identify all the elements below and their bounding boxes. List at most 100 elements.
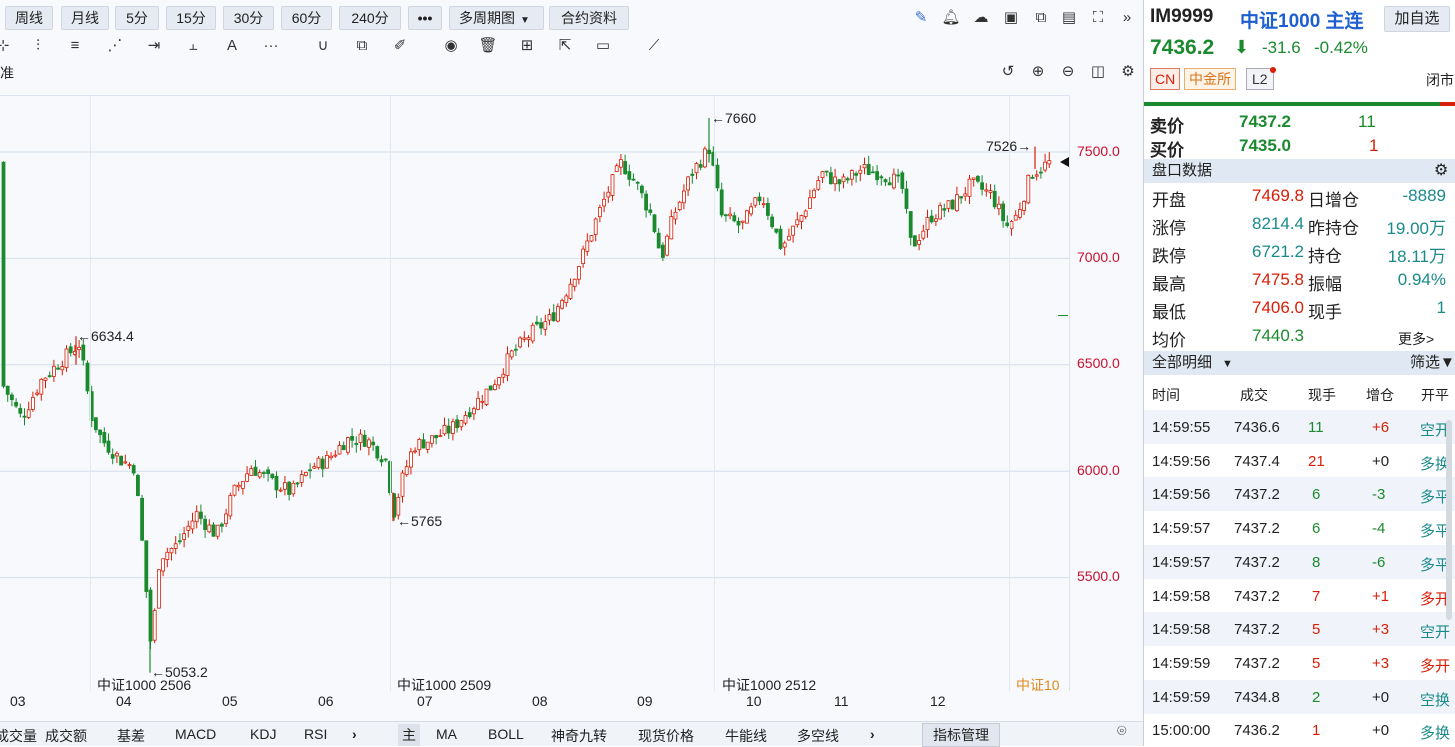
- add-favorite-button[interactable]: 加自选: [1384, 6, 1450, 32]
- chevron-right-icon[interactable]: ›: [352, 726, 357, 742]
- cell-direction: 空开: [1420, 422, 1451, 439]
- camera-icon[interactable]: ▣: [1003, 9, 1019, 26]
- tab-rsi[interactable]: RSI: [304, 726, 328, 742]
- tab-td9[interactable]: 神奇九转: [551, 728, 607, 744]
- period-weekly-button[interactable]: 周线: [5, 6, 53, 30]
- period-60min-button[interactable]: 60分: [281, 6, 332, 30]
- scrollbar[interactable]: [1446, 420, 1452, 620]
- contract-separator: [90, 95, 91, 691]
- candle-body: [308, 469, 313, 472]
- period-monthly-button[interactable]: 月线: [61, 6, 109, 30]
- eraser-icon[interactable]: ✐: [393, 37, 407, 54]
- candle-body: [950, 199, 955, 210]
- period-240min-button[interactable]: 240分: [339, 6, 401, 30]
- zoom-in-icon[interactable]: ⊕: [1031, 63, 1045, 80]
- undo-icon[interactable]: ↺: [1001, 63, 1015, 80]
- chart-area[interactable]: 周线 月线 5分 15分 30分 60分 240分 ••• 多周期图 ▼ 合约资料…: [0, 0, 1143, 747]
- candle-body: [795, 219, 800, 226]
- stat-value: -8889: [1402, 186, 1446, 205]
- tab-main[interactable]: 主: [398, 724, 420, 746]
- candle-body: [644, 193, 648, 211]
- grid-icon[interactable]: ⊞: [520, 37, 534, 54]
- period-30min-button[interactable]: 30分: [223, 6, 274, 30]
- candle-body: [98, 429, 102, 436]
- period-5min-button[interactable]: 5分: [115, 6, 159, 30]
- indicator-bars-icon[interactable]: ⫶: [36, 37, 40, 54]
- monitor-icon[interactable]: ▤: [1061, 9, 1077, 26]
- stat-label: 涨停: [1152, 219, 1186, 238]
- tab-volume[interactable]: 成交量: [0, 728, 37, 744]
- x-tick: 05: [222, 693, 238, 709]
- candle-body: [455, 419, 460, 428]
- text-tool-icon[interactable]: A: [226, 37, 237, 54]
- tab-spot-price[interactable]: 现货价格: [638, 728, 694, 744]
- tab-turnover[interactable]: 成交额: [45, 728, 87, 744]
- horizontal-lines-icon[interactable]: ≡: [70, 37, 80, 54]
- layout-icon[interactable]: ◫: [1090, 63, 1106, 80]
- period-15min-button[interactable]: 15分: [166, 6, 216, 30]
- magnet-icon[interactable]: ∪: [317, 37, 329, 54]
- candle-body: [858, 169, 863, 174]
- price-plot[interactable]: [0, 95, 1070, 691]
- copy-icon[interactable]: ⧉: [1035, 9, 1047, 26]
- ruler-icon[interactable]: ⟋: [648, 37, 660, 54]
- candle-body: [371, 441, 376, 446]
- tab-bull-bear-line[interactable]: 多空线: [797, 728, 839, 744]
- detail-title[interactable]: 全部明细: [1152, 354, 1213, 371]
- location-pin-icon[interactable]: ⌾: [1117, 723, 1127, 740]
- stat-label: 日增仓: [1308, 191, 1359, 210]
- indicator-manage-button[interactable]: 指标管理: [922, 723, 1000, 747]
- candle-body: [577, 266, 581, 280]
- contract-separator: [390, 95, 391, 691]
- last-price-marker: [1060, 157, 1069, 167]
- settings-icon[interactable]: ⚙: [1434, 162, 1449, 179]
- comment-icon[interactable]: ▭: [595, 37, 611, 54]
- candle-body: [677, 201, 682, 211]
- more-tools-icon[interactable]: ···: [263, 37, 279, 54]
- multi-period-dropdown[interactable]: 多周期图 ▼: [449, 6, 544, 30]
- table-row: 14:59:58 7437.2 7 +1 多开: [1144, 579, 1455, 613]
- tab-kdj[interactable]: KDJ: [250, 726, 277, 742]
- cell-price: 7437.2: [1234, 621, 1280, 639]
- tab-bull-line[interactable]: 牛能线: [725, 728, 767, 744]
- contract-separator: [1009, 95, 1010, 691]
- candle-body: [610, 174, 615, 196]
- filter-button[interactable]: 筛选▼: [1410, 351, 1455, 375]
- cell-direction: 多开: [1420, 590, 1451, 608]
- candle-body: [182, 533, 187, 540]
- share-icon[interactable]: ⇱: [558, 37, 572, 54]
- chevron-right-icon[interactable]: ›: [870, 726, 875, 742]
- more-link[interactable]: 更多>: [1398, 331, 1435, 347]
- layers-icon[interactable]: ⧉: [356, 37, 368, 54]
- caret-down-icon[interactable]: ▼: [1222, 358, 1233, 370]
- candle-body: [703, 148, 707, 168]
- cell-direction: 多换: [1420, 725, 1451, 743]
- candle-body: [236, 484, 241, 488]
- fan-lines-icon[interactable]: ⋰: [107, 37, 123, 54]
- more-periods-button[interactable]: •••: [408, 6, 442, 30]
- candle-body: [39, 378, 44, 395]
- candle-body: [698, 164, 703, 168]
- fibonacci-icon[interactable]: ⫠: [188, 37, 198, 54]
- trash-icon[interactable]: 🗑︎: [478, 37, 498, 54]
- eye-icon[interactable]: ◉: [444, 37, 458, 54]
- bid-volume: 1: [1369, 136, 1379, 155]
- pencil-icon[interactable]: ✎: [914, 9, 928, 26]
- tab-boll[interactable]: BOLL: [488, 726, 524, 742]
- bell-icon[interactable]: 🔔︎: [941, 9, 961, 26]
- cloud-icon[interactable]: ☁: [973, 9, 989, 26]
- collapse-panel-icon[interactable]: »: [1122, 9, 1132, 26]
- tab-basis[interactable]: 基差: [117, 728, 145, 744]
- tab-macd[interactable]: MACD: [175, 726, 217, 742]
- settings-icon[interactable]: ⚙: [1121, 63, 1135, 80]
- range-icon[interactable]: ⇥: [147, 37, 161, 54]
- cell-direction: 多平: [1420, 489, 1451, 507]
- crosshair-icon[interactable]: ⊹: [0, 37, 10, 54]
- cell-oi-change: +3: [1372, 621, 1390, 639]
- zoom-out-icon[interactable]: ⊖: [1061, 63, 1075, 80]
- tab-ma[interactable]: MA: [436, 726, 457, 742]
- candle-body: [862, 164, 867, 169]
- contract-info-button[interactable]: 合约资料: [549, 6, 629, 30]
- fullscreen-icon[interactable]: ⛶: [1092, 9, 1104, 26]
- candle-body: [530, 324, 535, 342]
